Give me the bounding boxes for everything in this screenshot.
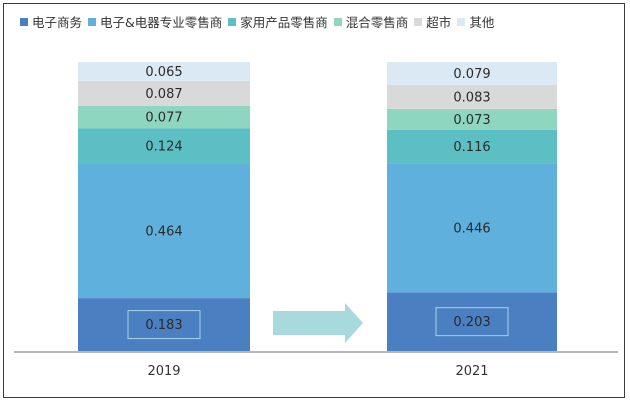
bar-segment: [78, 62, 250, 81]
x-tick-label: 2019: [147, 364, 180, 379]
bar-segment: [387, 84, 557, 109]
legend-item: 家用产品零售商: [228, 12, 328, 31]
data-label: 0.065: [145, 65, 182, 80]
bar-segment: [78, 105, 250, 129]
chart-legend: 电子商务 电子&电器专业零售商 家用产品零售商 混合零售商 超市 其他: [20, 12, 500, 31]
data-label: 0.183: [145, 318, 182, 333]
legend-label: 电子商务: [32, 15, 83, 30]
legend-label: 超市: [426, 15, 452, 30]
legend-swatch: [228, 17, 237, 26]
legend-label: 其他: [469, 15, 495, 30]
data-label: 0.079: [453, 67, 490, 82]
legend-swatch: [333, 17, 342, 26]
legend-label: 家用产品零售商: [240, 15, 328, 30]
highlight-box: [127, 310, 201, 340]
bar-segment: [78, 164, 250, 299]
data-label: 0.124: [145, 140, 182, 155]
legend-item: 电子商务: [20, 12, 82, 31]
legend-label: 混合零售商: [345, 15, 409, 30]
bar-segment: [387, 108, 557, 130]
data-label: 0.087: [145, 87, 182, 102]
highlight-box: [435, 307, 509, 337]
legend-swatch: [414, 17, 423, 26]
arrow-icon: [273, 303, 363, 343]
bar-segment: [78, 80, 250, 106]
legend-item: 电子&电器专业零售商: [88, 12, 222, 31]
legend-swatch: [20, 17, 28, 26]
legend-label: 电子&电器专业零售商: [100, 15, 223, 30]
bar-segment: [78, 298, 250, 351]
bar-segment: [387, 292, 557, 351]
legend-item: 超市: [414, 12, 451, 31]
data-label: 0.083: [453, 90, 490, 105]
legend-item: 其他: [457, 12, 494, 31]
bar-segment: [78, 128, 250, 165]
x-tick-label: 2021: [455, 364, 488, 379]
data-label: 0.116: [453, 140, 490, 155]
bar-segment: [387, 62, 557, 85]
data-label: 0.073: [453, 113, 490, 128]
data-label: 0.464: [145, 225, 182, 240]
data-label: 0.446: [453, 221, 490, 236]
bar-segment: [387, 163, 557, 293]
legend-swatch: [457, 17, 466, 26]
data-label: 0.077: [145, 111, 182, 126]
legend-item: 混合零售商: [333, 12, 409, 31]
data-label: 0.203: [453, 315, 490, 330]
legend-swatch: [88, 17, 97, 26]
bar-segment: [387, 129, 557, 164]
